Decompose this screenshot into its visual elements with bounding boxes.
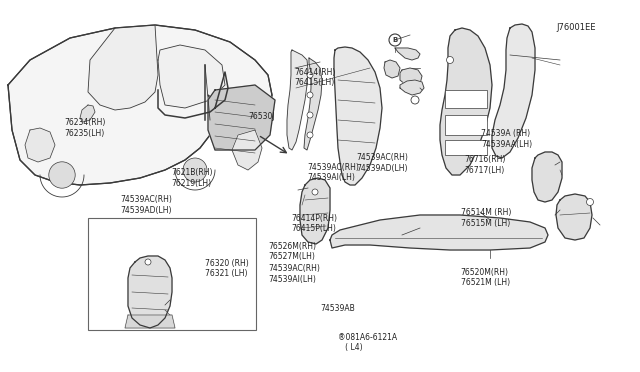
Text: 74539AC(RH)
74539AD(LH): 74539AC(RH) 74539AD(LH) — [356, 153, 408, 173]
Text: 76526M(RH)
76527M(LH): 76526M(RH) 76527M(LH) — [269, 242, 317, 261]
Polygon shape — [25, 128, 55, 162]
Text: 74539AC(RH)
74539AD(LH): 74539AC(RH) 74539AD(LH) — [120, 195, 172, 215]
Text: 76530J: 76530J — [248, 112, 275, 121]
Circle shape — [307, 72, 313, 78]
Circle shape — [183, 158, 207, 182]
Polygon shape — [300, 178, 330, 244]
Polygon shape — [232, 130, 262, 170]
Polygon shape — [440, 28, 492, 175]
Polygon shape — [8, 25, 272, 185]
Text: 76716(RH)
76717(LH): 76716(RH) 76717(LH) — [465, 155, 506, 175]
Circle shape — [49, 162, 76, 188]
Polygon shape — [395, 48, 420, 60]
Bar — [445, 90, 487, 108]
Circle shape — [145, 259, 151, 265]
Circle shape — [307, 92, 313, 98]
Circle shape — [307, 132, 313, 138]
Bar — [445, 115, 487, 135]
Text: 76234(RH)
76235(LH): 76234(RH) 76235(LH) — [64, 118, 106, 138]
Polygon shape — [492, 24, 535, 158]
Polygon shape — [400, 80, 424, 95]
Polygon shape — [287, 50, 308, 150]
Polygon shape — [330, 215, 548, 250]
Circle shape — [389, 34, 401, 46]
Polygon shape — [80, 105, 95, 122]
Polygon shape — [532, 152, 562, 202]
Text: 76414P(RH)
76415P(LH): 76414P(RH) 76415P(LH) — [291, 214, 337, 233]
Text: 76320 (RH)
76321 (LH): 76320 (RH) 76321 (LH) — [205, 259, 248, 278]
Text: 76520M(RH)
76521M (LH): 76520M(RH) 76521M (LH) — [461, 268, 510, 287]
Polygon shape — [158, 45, 225, 108]
Text: 74539AC(RH)
74539AI(LH): 74539AC(RH) 74539AI(LH) — [307, 163, 359, 182]
Circle shape — [447, 57, 454, 64]
Text: 76514M (RH)
76515M (LH): 76514M (RH) 76515M (LH) — [461, 208, 511, 228]
Polygon shape — [125, 315, 175, 328]
Polygon shape — [334, 47, 382, 185]
Text: 74539A (RH)
74539AA(LH): 74539A (RH) 74539AA(LH) — [481, 129, 532, 149]
Polygon shape — [304, 58, 322, 150]
Text: J76001EE: J76001EE — [557, 23, 596, 32]
Polygon shape — [128, 256, 172, 328]
Circle shape — [307, 112, 313, 118]
Text: ®081A6-6121A
   ( L4): ®081A6-6121A ( L4) — [338, 333, 397, 352]
Text: 74539AC(RH)
74539AI(LH): 74539AC(RH) 74539AI(LH) — [269, 264, 321, 283]
Bar — [88, 218, 256, 330]
Circle shape — [586, 199, 593, 205]
Polygon shape — [384, 60, 400, 78]
Text: B: B — [392, 37, 397, 43]
Polygon shape — [88, 25, 158, 110]
Text: 7621B(RH)
76219(LH): 7621B(RH) 76219(LH) — [172, 168, 213, 187]
Bar — [445, 140, 487, 155]
Polygon shape — [556, 194, 592, 240]
Text: 76414(RH)
76415(LH): 76414(RH) 76415(LH) — [294, 68, 336, 87]
Polygon shape — [208, 85, 275, 150]
Text: 74539AB: 74539AB — [320, 304, 355, 313]
Circle shape — [411, 96, 419, 104]
Circle shape — [312, 189, 318, 195]
Polygon shape — [400, 68, 422, 87]
